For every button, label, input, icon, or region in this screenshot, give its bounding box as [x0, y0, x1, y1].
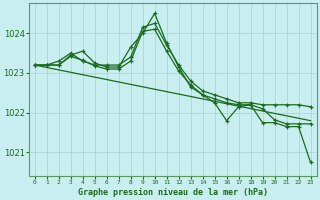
X-axis label: Graphe pression niveau de la mer (hPa): Graphe pression niveau de la mer (hPa): [78, 188, 268, 197]
